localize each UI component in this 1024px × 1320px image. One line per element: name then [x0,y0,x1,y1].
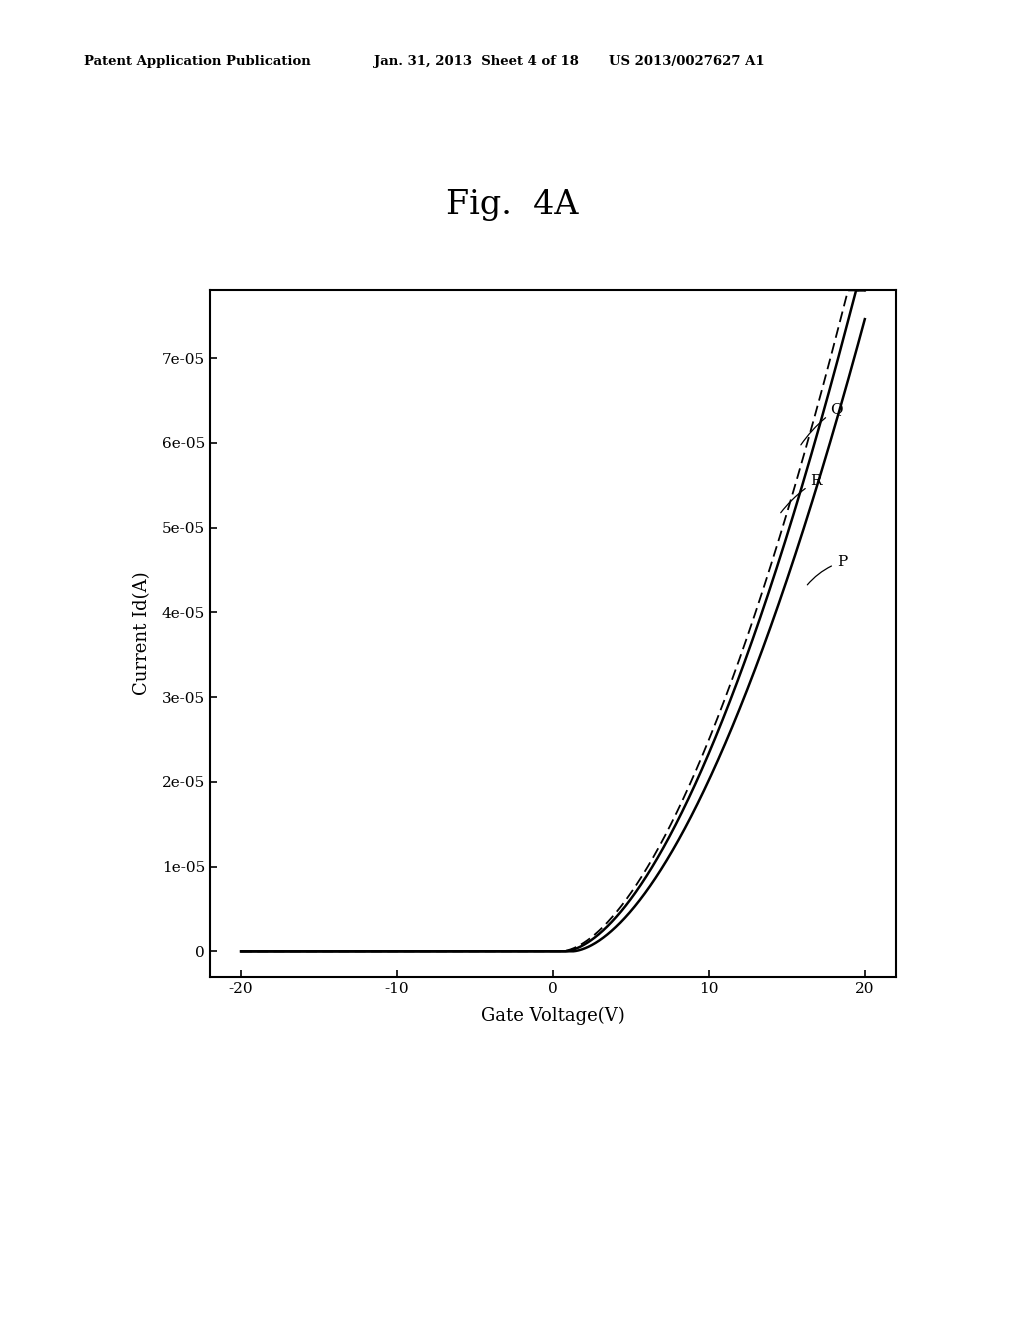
Text: Fig.  4A: Fig. 4A [445,189,579,220]
Text: P: P [807,554,847,585]
Text: Jan. 31, 2013  Sheet 4 of 18: Jan. 31, 2013 Sheet 4 of 18 [374,55,579,69]
Text: US 2013/0027627 A1: US 2013/0027627 A1 [609,55,765,69]
Y-axis label: Current Id(A): Current Id(A) [133,572,151,696]
Text: Patent Application Publication: Patent Application Publication [84,55,310,69]
Text: Q: Q [801,403,843,445]
Text: R: R [780,474,821,512]
X-axis label: Gate Voltage(V): Gate Voltage(V) [481,1007,625,1026]
